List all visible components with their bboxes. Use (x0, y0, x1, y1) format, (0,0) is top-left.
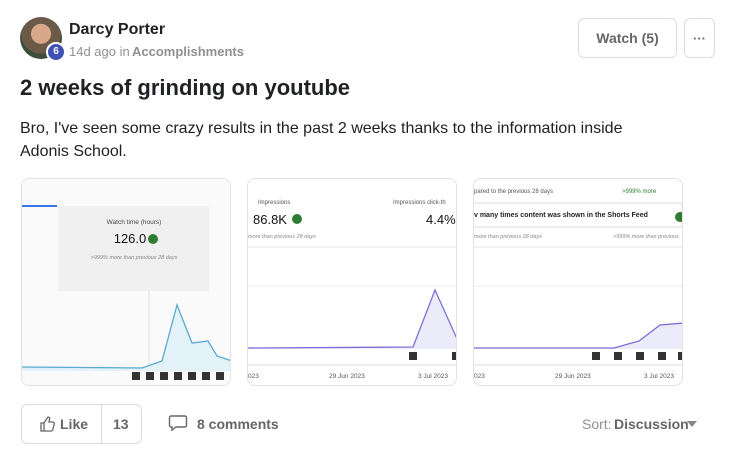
card (58, 206, 209, 291)
note: more than previous 28 days (248, 234, 316, 240)
like-icon (40, 416, 55, 432)
author-name[interactable]: Darcy Porter (69, 21, 166, 38)
area (22, 305, 230, 371)
line (474, 322, 682, 349)
axis-label: 3 Jul 2023 (418, 373, 448, 380)
icons (132, 372, 224, 380)
axis-label: 29 Jun 2023 (329, 373, 365, 380)
axis-label: 023 (248, 373, 259, 380)
icon (452, 352, 456, 360)
tooltip: v many times content was shown in the Sh… (474, 212, 648, 219)
category-link[interactable]: Accomplishments (132, 44, 244, 59)
thumbnail-image: Watch time (hours) 126.0 >999% more than… (22, 179, 230, 385)
sort-label: Sort: (582, 416, 612, 432)
icon (292, 214, 302, 224)
comment-icon (168, 415, 188, 432)
like-button[interactable]: Like (60, 416, 89, 432)
axis-label: 023 (474, 373, 485, 380)
axis-label: 3 Jul 2023 (644, 373, 674, 380)
area (248, 290, 456, 349)
post-title: 2 weeks of grinding on youtube (20, 75, 351, 100)
level-badge: 6 (46, 42, 66, 62)
header: pared to the previous 28 days (474, 189, 553, 195)
sort-value[interactable]: Discussion (614, 416, 689, 432)
icon (148, 234, 158, 244)
note: >999% more than previous 28 days (91, 255, 178, 261)
value: 126.0 (114, 231, 147, 246)
thumbnail-image: pared to the previous 28 days >999% more… (474, 189, 682, 380)
metric: Watch time (hours) (107, 219, 162, 226)
area (474, 323, 682, 349)
icon (675, 212, 682, 222)
comments-link[interactable]: 8 comments (197, 416, 279, 432)
more-button[interactable]: ··· (684, 18, 715, 58)
watch-button[interactable]: Watch (5) (578, 18, 677, 58)
icons (592, 352, 682, 360)
icon (409, 352, 417, 360)
axis-label: 29 Jun 2023 (555, 373, 591, 380)
thumbnail[interactable]: pared to the previous 28 days >999% more… (473, 178, 683, 386)
note2: >999% more than previous (613, 234, 679, 240)
thumbnail[interactable]: Impressions 86.8K Impressions click-th 4… (247, 178, 457, 386)
post-body: Bro, I've seen some crazy results in the… (20, 120, 623, 160)
like-group (21, 404, 142, 444)
like-count[interactable]: 13 (113, 416, 129, 432)
header2: >999% more (622, 189, 657, 195)
post-time: 14d ago in (69, 44, 130, 59)
note: more than previous 28 days (474, 234, 542, 240)
value: 86.8K (253, 212, 287, 227)
sort-caret (687, 421, 697, 427)
line (22, 302, 230, 369)
tooltip-box (474, 202, 682, 228)
thumbnail[interactable]: Watch time (hours) 126.0 >999% more than… (21, 178, 231, 386)
value2: 4.4% (426, 212, 456, 227)
like-divider (101, 405, 102, 443)
thumbnail-image: Impressions 86.8K Impressions click-th 4… (248, 200, 456, 380)
metric2: Impressions click-th (393, 200, 446, 206)
metric: Impressions (258, 200, 290, 206)
line (248, 288, 456, 349)
